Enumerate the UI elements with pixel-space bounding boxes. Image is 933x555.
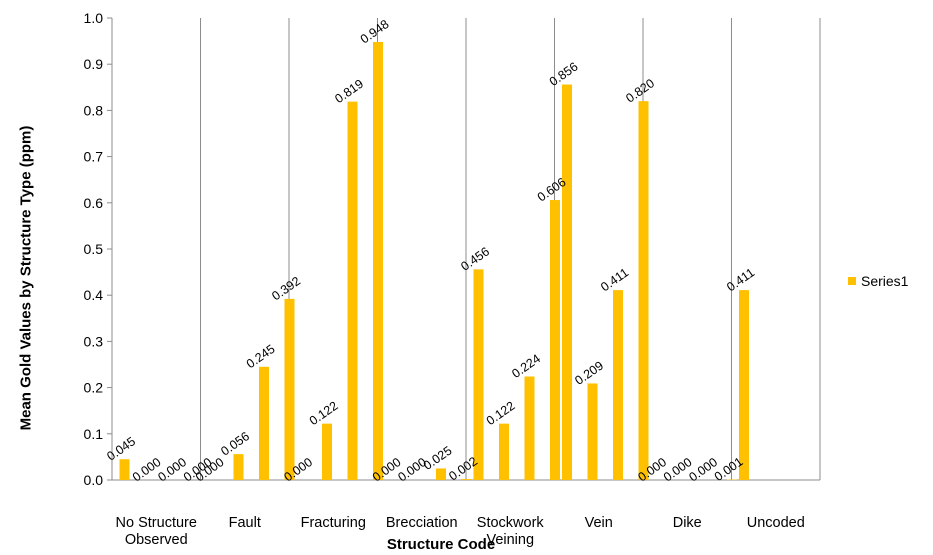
bar	[562, 84, 572, 480]
bar	[233, 454, 244, 480]
bar	[587, 383, 598, 480]
data-label: 0.411	[598, 265, 631, 294]
x-axis-title: Structure Code	[386, 536, 496, 553]
y-axis-title: Mean Gold Values by Structure Type (ppm)	[17, 125, 35, 431]
y-tick-label: 0.6	[84, 195, 104, 211]
x-axis: No Structure Observed Fault Fracturing Brecc…	[112, 479, 820, 548]
y-tick-label: 0.2	[84, 380, 104, 396]
bar	[473, 269, 484, 480]
x-tick-label: Uncoded	[747, 515, 805, 531]
y-tick-label: 0.5	[84, 241, 104, 257]
y-tick-label: 1.0	[84, 10, 104, 26]
y-tick-label: 0.0	[84, 472, 104, 488]
bar	[119, 459, 130, 480]
bar	[284, 298, 295, 480]
x-tick-label: Stockwork Veining	[477, 515, 545, 548]
bar	[461, 479, 472, 480]
bars	[119, 42, 749, 481]
y-axis: 0.0 0.1 0.2 0.3 0.4 0.5 0.6 0.7 0.8 0.9 1.0	[84, 10, 113, 488]
bar	[739, 290, 749, 480]
x-tick-label: Fracturing	[301, 515, 366, 531]
x-tick-label: Brecciation	[386, 515, 458, 531]
y-tick-label: 0.3	[84, 333, 104, 349]
x-tick-label: No Structure Observed	[116, 515, 197, 548]
y-tick-label: 0.4	[84, 287, 104, 303]
data-label: 0.411	[724, 265, 757, 294]
bar	[436, 468, 446, 480]
y-tick-label: 0.7	[84, 149, 104, 165]
y-tick-label: 0.9	[84, 56, 104, 72]
bar	[613, 290, 623, 480]
bar	[499, 423, 509, 480]
y-tick-label: 0.8	[84, 102, 104, 118]
bar	[373, 42, 383, 481]
bar	[638, 101, 649, 480]
x-tick-label: Dike	[673, 515, 702, 531]
bar	[524, 376, 535, 480]
data-labels: 0.0450.0000.0000.0000.0000.0560.2450.392…	[104, 17, 757, 484]
bar	[322, 423, 332, 480]
bar	[550, 200, 560, 480]
legend: Series1	[848, 273, 908, 289]
legend-swatch	[848, 277, 856, 285]
bar	[347, 101, 358, 480]
x-tick-label: Vein	[585, 515, 613, 531]
legend-label: Series1	[861, 273, 909, 289]
y-tick-label: 0.1	[84, 426, 104, 442]
x-tick-label: Fault	[229, 515, 261, 531]
bar	[259, 366, 269, 480]
